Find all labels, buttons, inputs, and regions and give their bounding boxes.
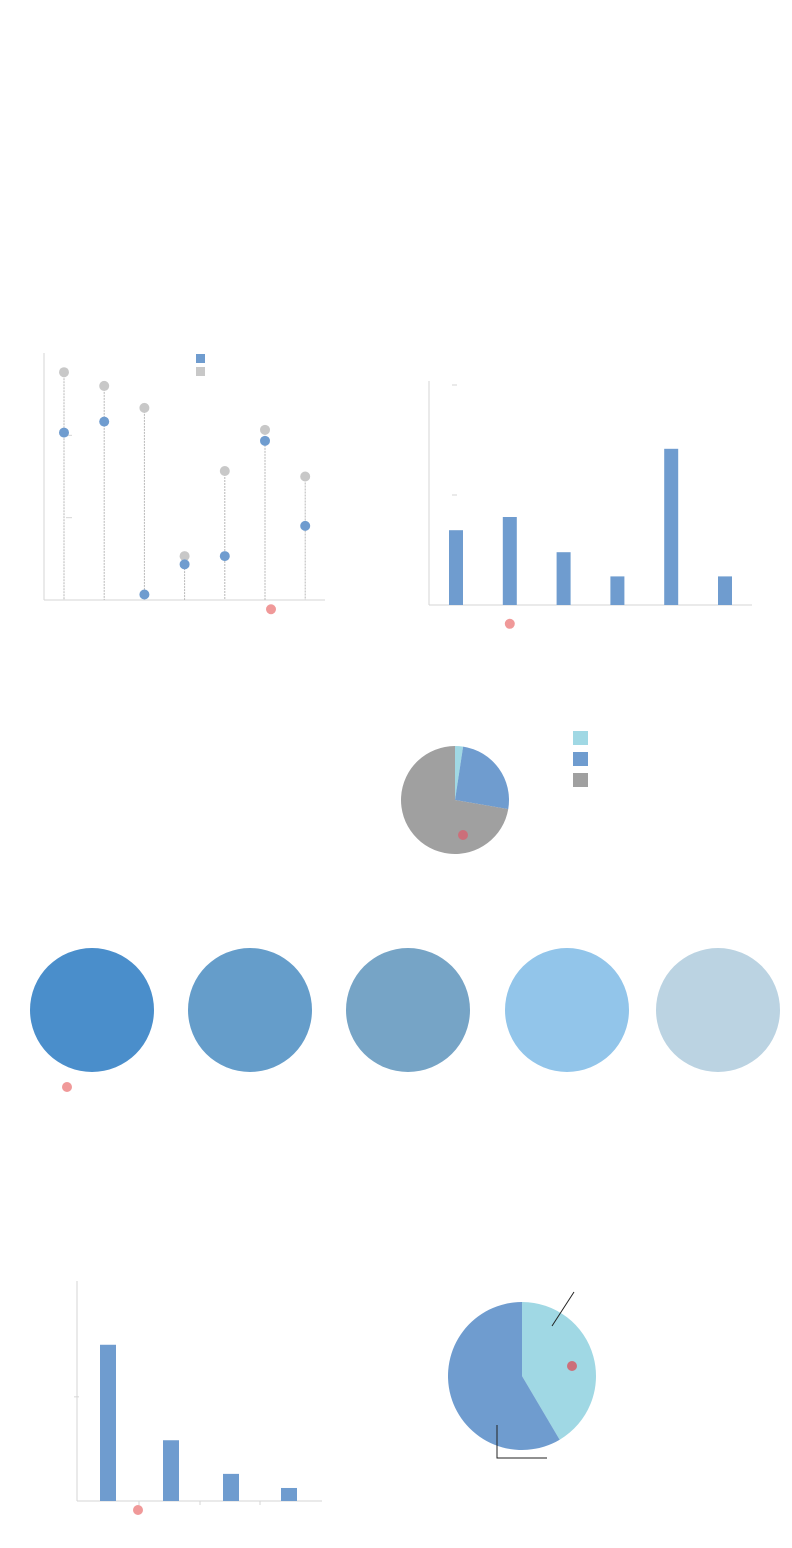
- chart-pie-bottom: [448, 1291, 597, 1459]
- c1-point-series-grey: [260, 424, 270, 435]
- c4-bubble-s4: [505, 948, 629, 1072]
- c6-slice-part-b: [448, 1302, 560, 1450]
- c4-bubble-s5: [656, 948, 780, 1072]
- c1-point-series-grey: [300, 471, 311, 482]
- c2-bar: [502, 517, 517, 605]
- c5-bar: [281, 1487, 297, 1501]
- c3-slice-slice-c: [401, 746, 509, 854]
- c2-bar: [556, 552, 571, 605]
- c1-point-series-blue: [219, 551, 230, 562]
- c4-bubble-s1: [30, 948, 154, 1072]
- c1-point-series-blue: [139, 589, 150, 600]
- c5-bar: [223, 1473, 239, 1501]
- c5-bar: [100, 1344, 116, 1501]
- chart-bar-bottom: [74, 1281, 322, 1505]
- c3-legend-swatch-slice-c: [573, 773, 588, 787]
- chart-bubble-row: [30, 948, 780, 1072]
- chart-pie-mid: [401, 731, 588, 854]
- c2-marker-dot: [504, 618, 515, 629]
- c4-marker-dot: [62, 1082, 72, 1092]
- c2-bar: [610, 576, 625, 605]
- c1-marker-dot: [266, 604, 276, 615]
- c3-legend-swatch-slice-b: [573, 752, 588, 766]
- c1-point-series-grey: [99, 380, 110, 391]
- c4-bubble-s2: [188, 948, 312, 1072]
- c3-legend-swatch-slice-a: [573, 731, 588, 745]
- c4-bubble-s3: [346, 948, 470, 1072]
- c1-point-series-grey: [219, 466, 230, 477]
- c2-bar: [718, 576, 732, 605]
- c3-slice-slice-a: [455, 746, 464, 800]
- c2-bar: [664, 448, 679, 605]
- chart-bar-top: [428, 381, 752, 606]
- c2-bar: [449, 530, 463, 605]
- c1-legend-swatch-grey: [196, 367, 205, 376]
- c1-legend: [196, 354, 205, 376]
- c6-marker-dot: [567, 1361, 577, 1371]
- c1-point-series-blue: [179, 559, 190, 570]
- c1-point-series-blue: [300, 520, 311, 531]
- c6-slice-part-a: [522, 1302, 597, 1440]
- c3-marker-dot: [458, 830, 468, 840]
- c5-bar: [163, 1440, 179, 1501]
- chart-dot-plot: [43, 353, 325, 601]
- c1-legend-swatch-blue: [196, 354, 205, 363]
- c1-point-series-blue: [59, 427, 69, 438]
- c1-point-series-blue: [99, 416, 110, 427]
- c6-leader-line-a: [551, 1291, 575, 1327]
- c1-point-series-grey: [139, 402, 150, 413]
- c1-point-series-blue: [260, 435, 270, 446]
- c1-point-series-grey: [179, 551, 190, 562]
- c6-leader-line-b: [496, 1425, 547, 1459]
- c3-slice-slice-b: [455, 746, 509, 810]
- c5-marker-dot: [133, 1505, 143, 1515]
- c1-point-series-grey: [59, 367, 69, 378]
